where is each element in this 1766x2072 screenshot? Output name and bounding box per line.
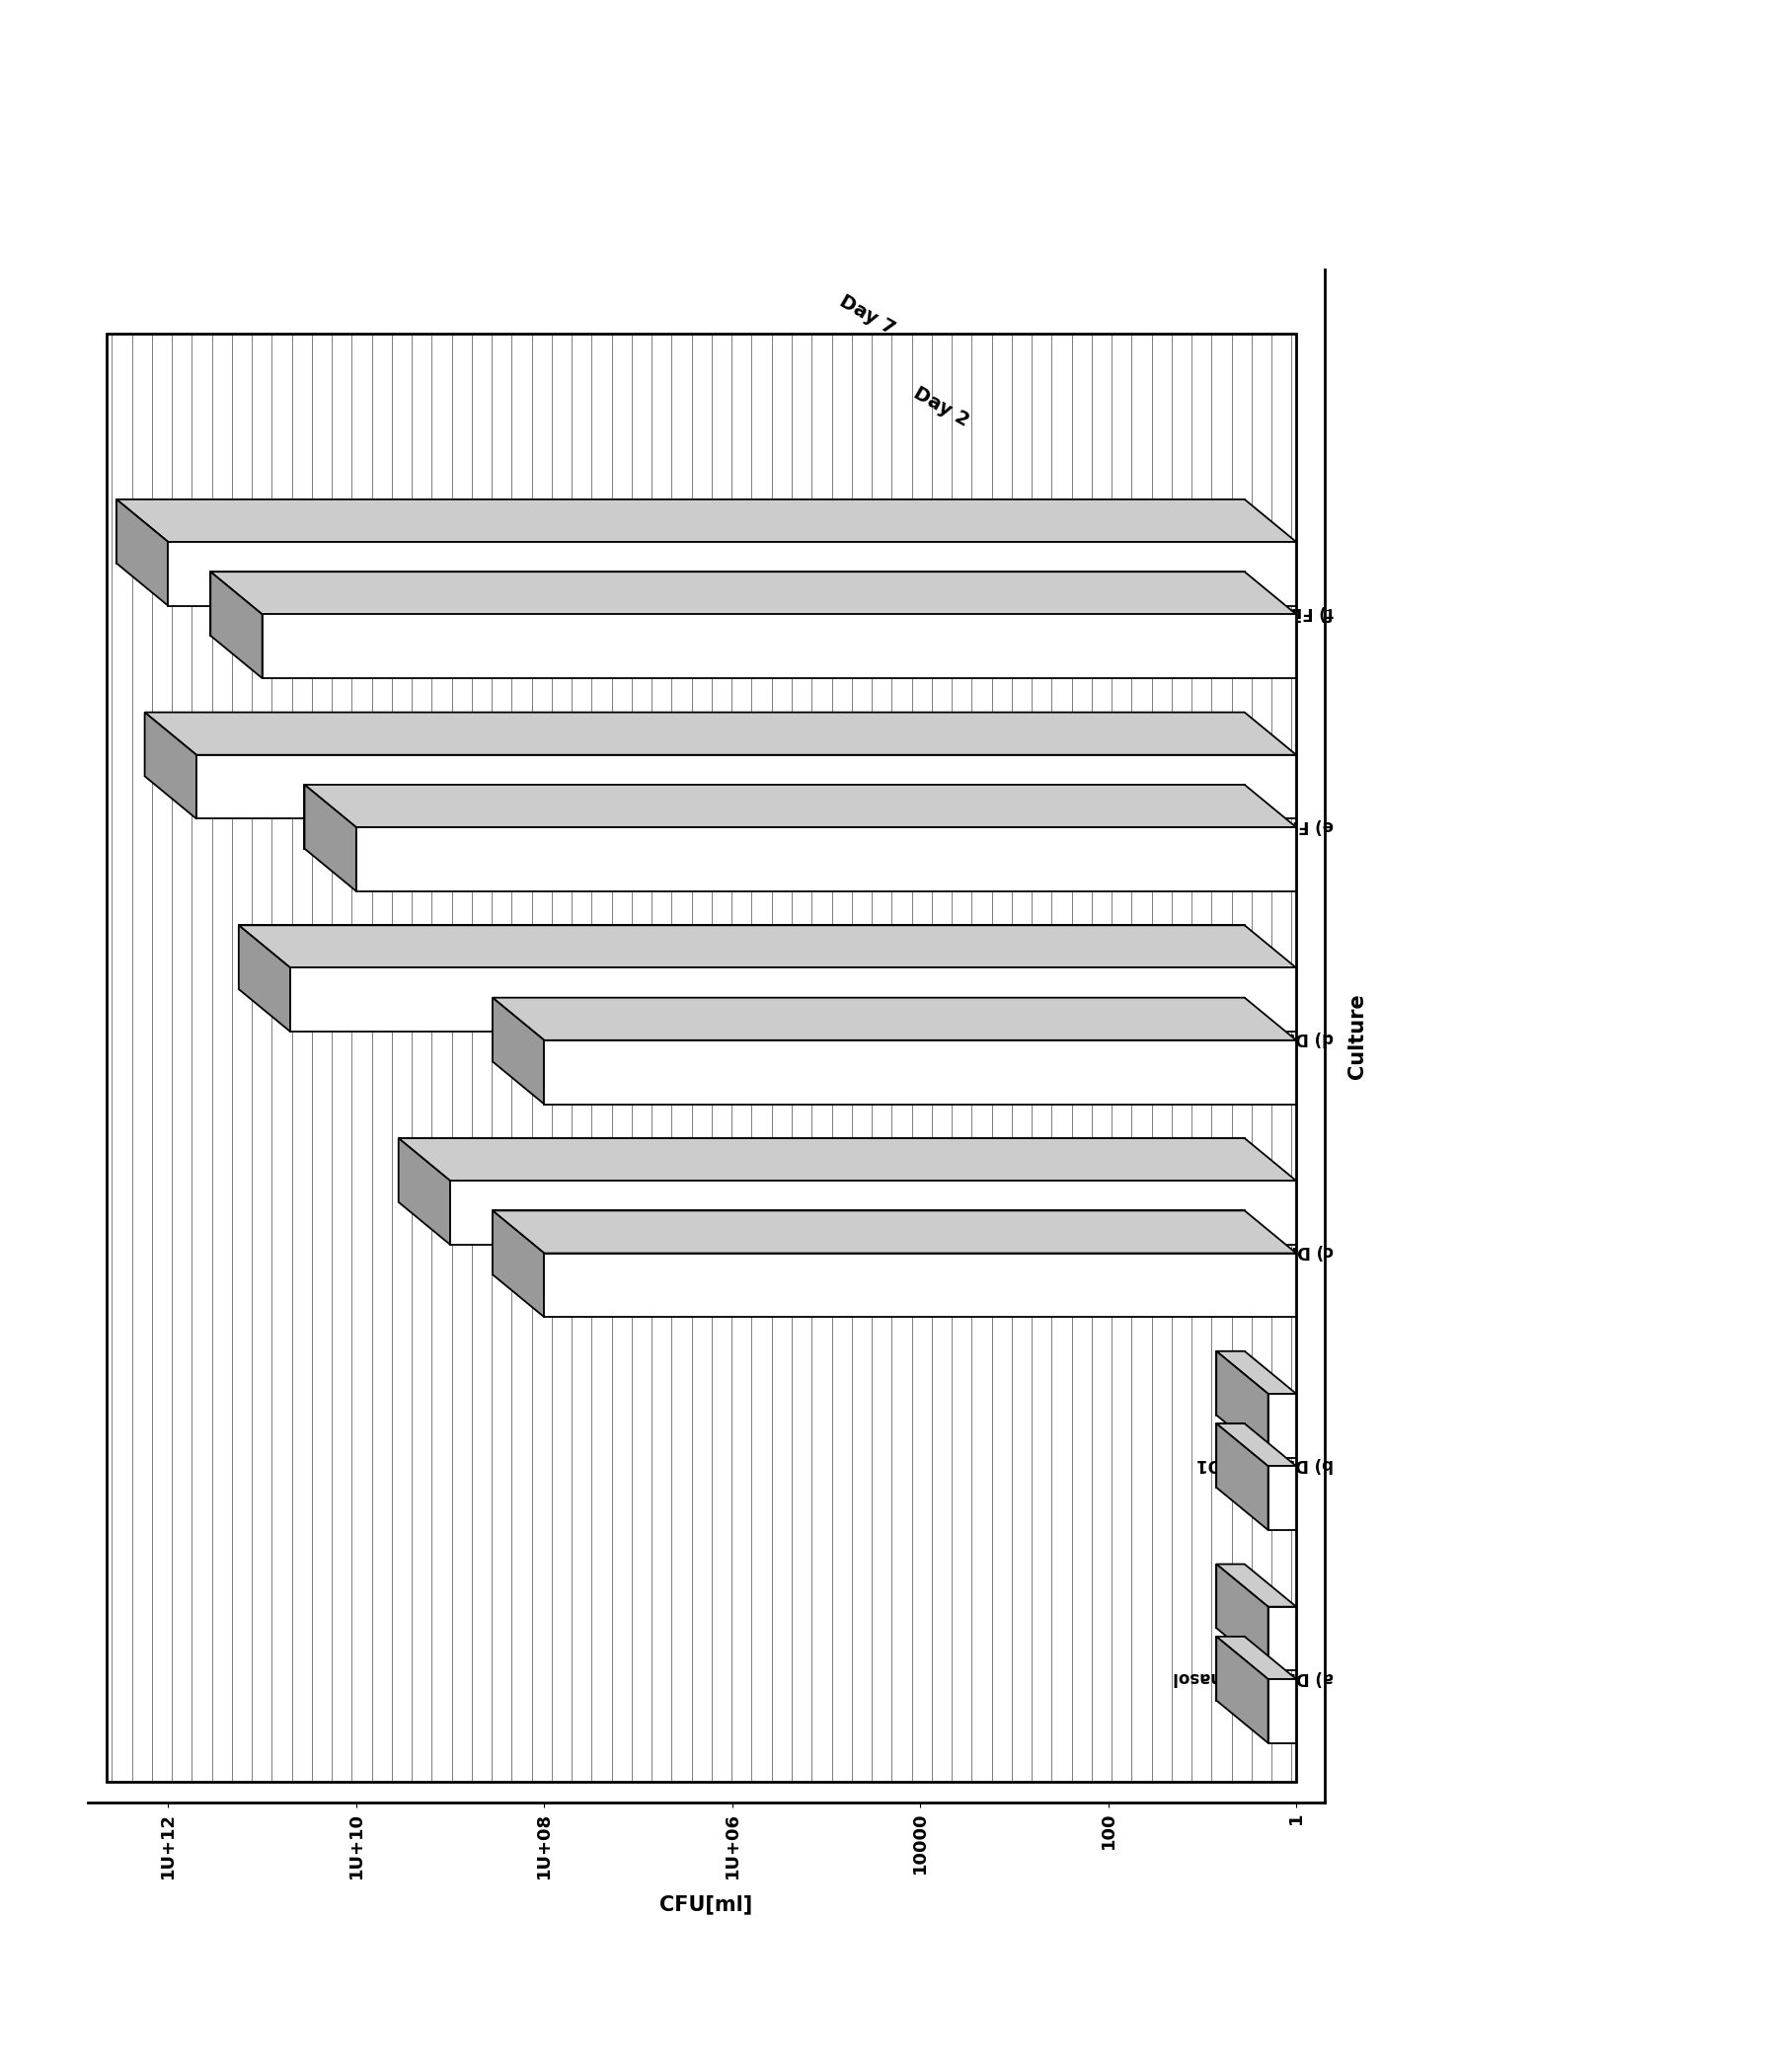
Polygon shape [493, 999, 1245, 1061]
Polygon shape [210, 572, 1296, 615]
Polygon shape [117, 499, 1296, 543]
Polygon shape [304, 785, 1245, 850]
Y-axis label: Culture: Culture [1347, 992, 1367, 1080]
Polygon shape [1217, 1564, 1245, 1629]
Polygon shape [304, 785, 357, 891]
Polygon shape [399, 1138, 1245, 1202]
Polygon shape [238, 926, 290, 1032]
Polygon shape [117, 499, 1245, 564]
Polygon shape [196, 754, 1296, 818]
Polygon shape [145, 713, 1296, 754]
Polygon shape [304, 785, 1296, 827]
Polygon shape [117, 499, 168, 605]
Polygon shape [399, 1138, 1296, 1181]
Polygon shape [145, 713, 196, 818]
Polygon shape [450, 1181, 1296, 1245]
Polygon shape [238, 926, 1245, 988]
Polygon shape [210, 572, 261, 678]
Polygon shape [493, 1210, 544, 1318]
Polygon shape [290, 968, 1296, 1032]
X-axis label: CFU[ml]: CFU[ml] [660, 1896, 752, 1915]
Polygon shape [399, 1138, 450, 1245]
Polygon shape [1268, 1606, 1296, 1670]
Polygon shape [493, 999, 544, 1104]
Polygon shape [1217, 1351, 1296, 1394]
Polygon shape [1217, 1564, 1268, 1670]
Polygon shape [145, 713, 1245, 777]
Polygon shape [1268, 1394, 1296, 1459]
Polygon shape [493, 1210, 1296, 1254]
Polygon shape [357, 827, 1296, 891]
Polygon shape [544, 1254, 1296, 1318]
Polygon shape [1217, 1351, 1268, 1459]
Polygon shape [1217, 1423, 1245, 1488]
Polygon shape [544, 1040, 1296, 1104]
Polygon shape [1217, 1564, 1296, 1606]
Polygon shape [1217, 1351, 1245, 1415]
Polygon shape [1217, 1423, 1296, 1467]
Polygon shape [210, 572, 1245, 636]
Polygon shape [108, 334, 1296, 1782]
Text: Day 7: Day 7 [835, 292, 899, 338]
Polygon shape [1268, 1678, 1296, 1743]
Polygon shape [1217, 1637, 1268, 1743]
Polygon shape [168, 543, 1296, 605]
Polygon shape [1217, 1637, 1245, 1701]
Polygon shape [261, 615, 1296, 678]
Polygon shape [1217, 1423, 1268, 1529]
Polygon shape [1268, 1467, 1296, 1529]
Polygon shape [493, 999, 1296, 1040]
Polygon shape [1217, 1637, 1296, 1678]
Text: Day 2: Day 2 [909, 383, 973, 431]
Polygon shape [238, 926, 1296, 968]
Polygon shape [493, 1210, 1245, 1274]
